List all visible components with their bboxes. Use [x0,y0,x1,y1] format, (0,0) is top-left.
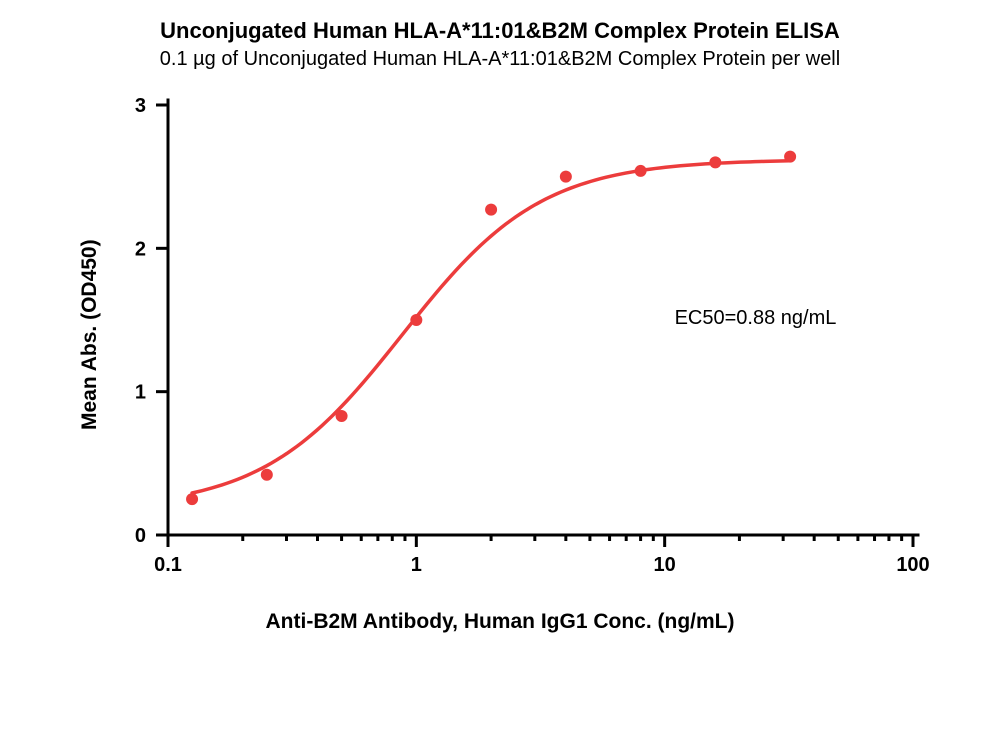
elisa-chart: Unconjugated Human HLA-A*11:01&B2M Compl… [0,0,1000,746]
x-tick-label: 100 [896,554,929,576]
data-point [186,493,198,505]
data-point [485,204,497,216]
y-tick-label: 3 [135,95,146,117]
y-tick-label: 1 [135,382,146,404]
chart-title-main: Unconjugated Human HLA-A*11:01&B2M Compl… [0,18,1000,44]
chart-title-sub: 0.1 µg of Unconjugated Human HLA-A*11:01… [0,48,1000,71]
x-tick-label: 1 [411,554,422,576]
y-tick-label: 0 [135,525,146,547]
data-point [336,410,348,422]
x-axis-title: Anti-B2M Antibody, Human IgG1 Conc. (ng/… [0,610,1000,634]
title-block: Unconjugated Human HLA-A*11:01&B2M Compl… [0,18,1000,71]
data-point [635,165,647,177]
data-point [410,314,422,326]
data-point [560,171,572,183]
data-point [709,156,721,168]
y-tick-label: 2 [135,238,146,260]
x-tick-label: 0.1 [154,554,182,576]
y-axis-title: Mean Abs. (OD450) [78,239,102,430]
data-point [261,469,273,481]
ec50-annotation: EC50=0.88 ng/mL [675,307,837,330]
data-point [784,151,796,163]
x-tick-label: 10 [654,554,676,576]
